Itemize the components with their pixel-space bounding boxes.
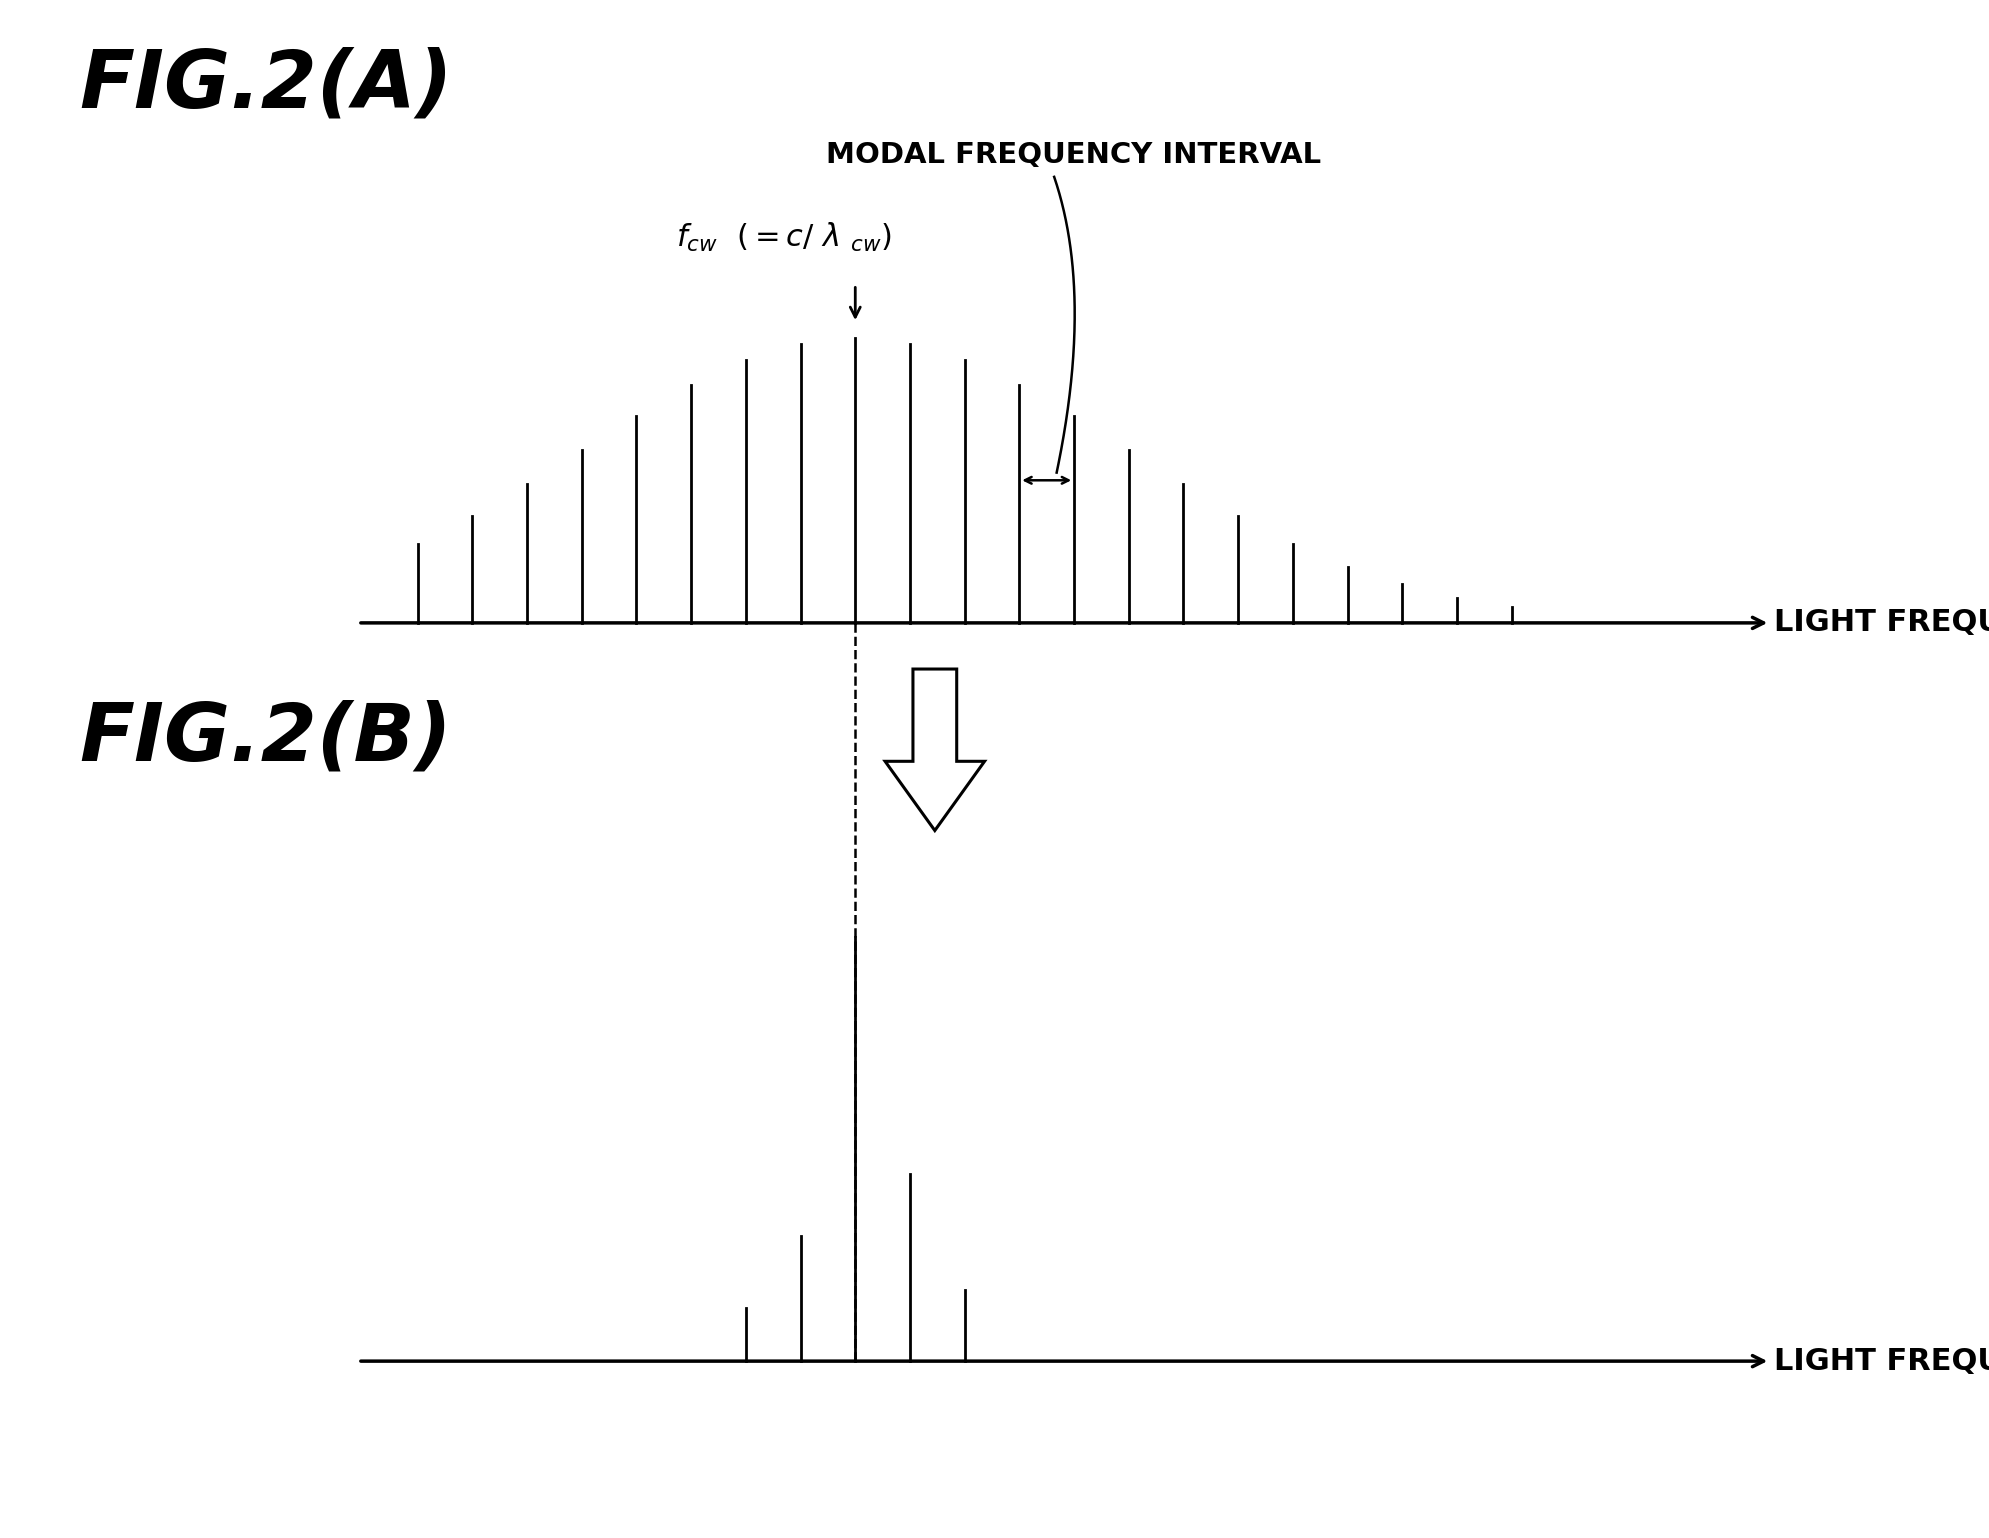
Text: $f_{cw}$  $(=c/\ \lambda\ _{cw})$: $f_{cw}$ $(=c/\ \lambda\ _{cw})$ (676, 220, 893, 254)
Text: LIGHT FREQUENCY: LIGHT FREQUENCY (1774, 609, 1989, 637)
Text: FIG.2(B): FIG.2(B) (80, 700, 452, 778)
Text: LIGHT FREQUENCY: LIGHT FREQUENCY (1774, 1347, 1989, 1375)
FancyArrow shape (885, 669, 985, 831)
Text: FIG.2(A): FIG.2(A) (80, 46, 453, 125)
Text: MODAL FREQUENCY INTERVAL: MODAL FREQUENCY INTERVAL (827, 141, 1321, 169)
